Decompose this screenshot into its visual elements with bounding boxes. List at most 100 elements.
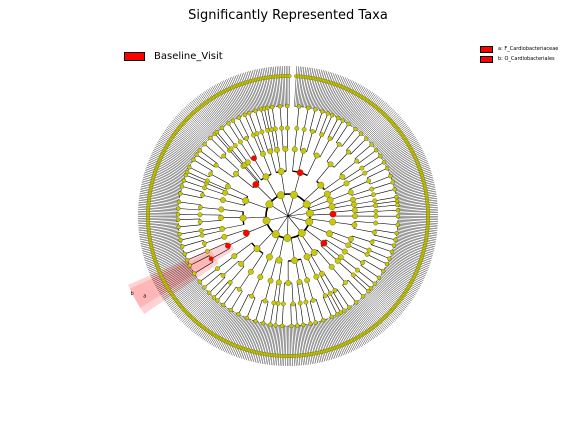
- branch-line: [193, 159, 213, 172]
- branch-line: [349, 241, 370, 251]
- tip-line: [394, 242, 434, 253]
- tip-line: [350, 93, 375, 127]
- clade-highlight-layer: [128, 240, 235, 315]
- tip-line: [380, 134, 414, 157]
- branch-line: [267, 130, 273, 151]
- tip-line: [386, 148, 423, 167]
- tip-line: [150, 259, 188, 277]
- taxon-node: [219, 125, 225, 131]
- tip-line: [379, 132, 413, 156]
- taxon-node: [369, 142, 374, 147]
- taxon-node: [230, 118, 236, 123]
- tip-line: [349, 306, 373, 341]
- tip-line: [138, 225, 179, 230]
- tip-line: [396, 194, 437, 201]
- branch-line: [295, 303, 298, 326]
- taxon-node: [197, 219, 203, 225]
- branch-line: [330, 231, 352, 240]
- branch-line: [349, 180, 369, 190]
- tip-line: [188, 103, 216, 134]
- tip-line: [164, 278, 198, 302]
- taxon-node: [253, 108, 258, 114]
- tip-line: [143, 173, 183, 186]
- taxon-node: [187, 263, 192, 268]
- tip-line: [308, 324, 317, 364]
- branch-line: [299, 129, 305, 151]
- tip-line: [192, 300, 219, 332]
- tip-line: [231, 76, 247, 115]
- tip-line: [139, 233, 180, 241]
- tip-line: [214, 311, 235, 348]
- taxon-node: [305, 105, 311, 111]
- taxon-node: [236, 311, 241, 317]
- taxon-node: [221, 153, 227, 159]
- tip-line: [393, 245, 433, 258]
- branch-line: [209, 277, 226, 294]
- branch-line: [351, 188, 372, 196]
- tip-line: [285, 66, 287, 107]
- tip-line: [339, 83, 359, 120]
- branch-line: [180, 193, 202, 199]
- tip-line: [213, 85, 234, 121]
- tip-line: [373, 284, 406, 310]
- branch-line: [323, 115, 333, 136]
- tip-line: [273, 66, 278, 107]
- tip-line: [249, 322, 261, 362]
- tip-line: [375, 282, 408, 307]
- tip-line: [323, 74, 338, 113]
- tip-line: [276, 66, 281, 107]
- tip-line: [388, 260, 425, 278]
- tip-line: [366, 110, 395, 139]
- tip-line: [263, 324, 271, 365]
- taxon-node: [268, 322, 273, 327]
- tip-line: [203, 307, 227, 341]
- taxon-node: [202, 285, 207, 290]
- taxon-node: [305, 217, 314, 226]
- branch-line: [310, 254, 323, 274]
- branch-line: [204, 236, 225, 244]
- taxon-node: [313, 107, 318, 112]
- branch-line: [319, 274, 331, 294]
- tip-line: [149, 158, 187, 175]
- tip-line: [171, 121, 203, 147]
- tip-line: [213, 311, 234, 347]
- branch-line: [227, 186, 248, 197]
- branch-line: [210, 137, 227, 154]
- branch-line: [246, 297, 256, 319]
- tip-line: [380, 275, 414, 299]
- taxon-node: [366, 247, 372, 253]
- tip-line: [190, 102, 217, 133]
- tip-line: [152, 263, 189, 282]
- branch-line: [256, 231, 274, 249]
- taxon-node: [329, 314, 335, 320]
- tip-line: [356, 98, 382, 130]
- taxon-node: [395, 202, 400, 208]
- taxon-node: [262, 173, 270, 181]
- tip-line: [140, 189, 180, 197]
- significant-node: [208, 256, 214, 262]
- tip-line: [169, 283, 202, 309]
- tip-line: [226, 79, 244, 116]
- taxon-node: [232, 143, 238, 148]
- tip-line: [144, 248, 184, 262]
- tip-line: [379, 277, 413, 300]
- branch-line: [204, 272, 222, 288]
- taxon-node: [296, 279, 303, 285]
- tip-line: [269, 67, 275, 107]
- tip-line: [396, 192, 437, 200]
- branch-line: [230, 148, 245, 166]
- tip-line: [149, 257, 187, 273]
- tip-line: [236, 74, 251, 113]
- tip-line: [306, 324, 315, 364]
- branch-line: [229, 150, 244, 167]
- branch-line: [276, 149, 281, 172]
- tip-line: [388, 259, 426, 276]
- branch-line: [280, 171, 285, 195]
- tip-line: [386, 264, 423, 283]
- taxon-node: [310, 249, 318, 257]
- tip-line: [252, 70, 262, 110]
- tip-line: [389, 159, 428, 176]
- tip-line: [344, 87, 366, 122]
- branch-line: [364, 162, 385, 174]
- tip-line: [219, 82, 239, 118]
